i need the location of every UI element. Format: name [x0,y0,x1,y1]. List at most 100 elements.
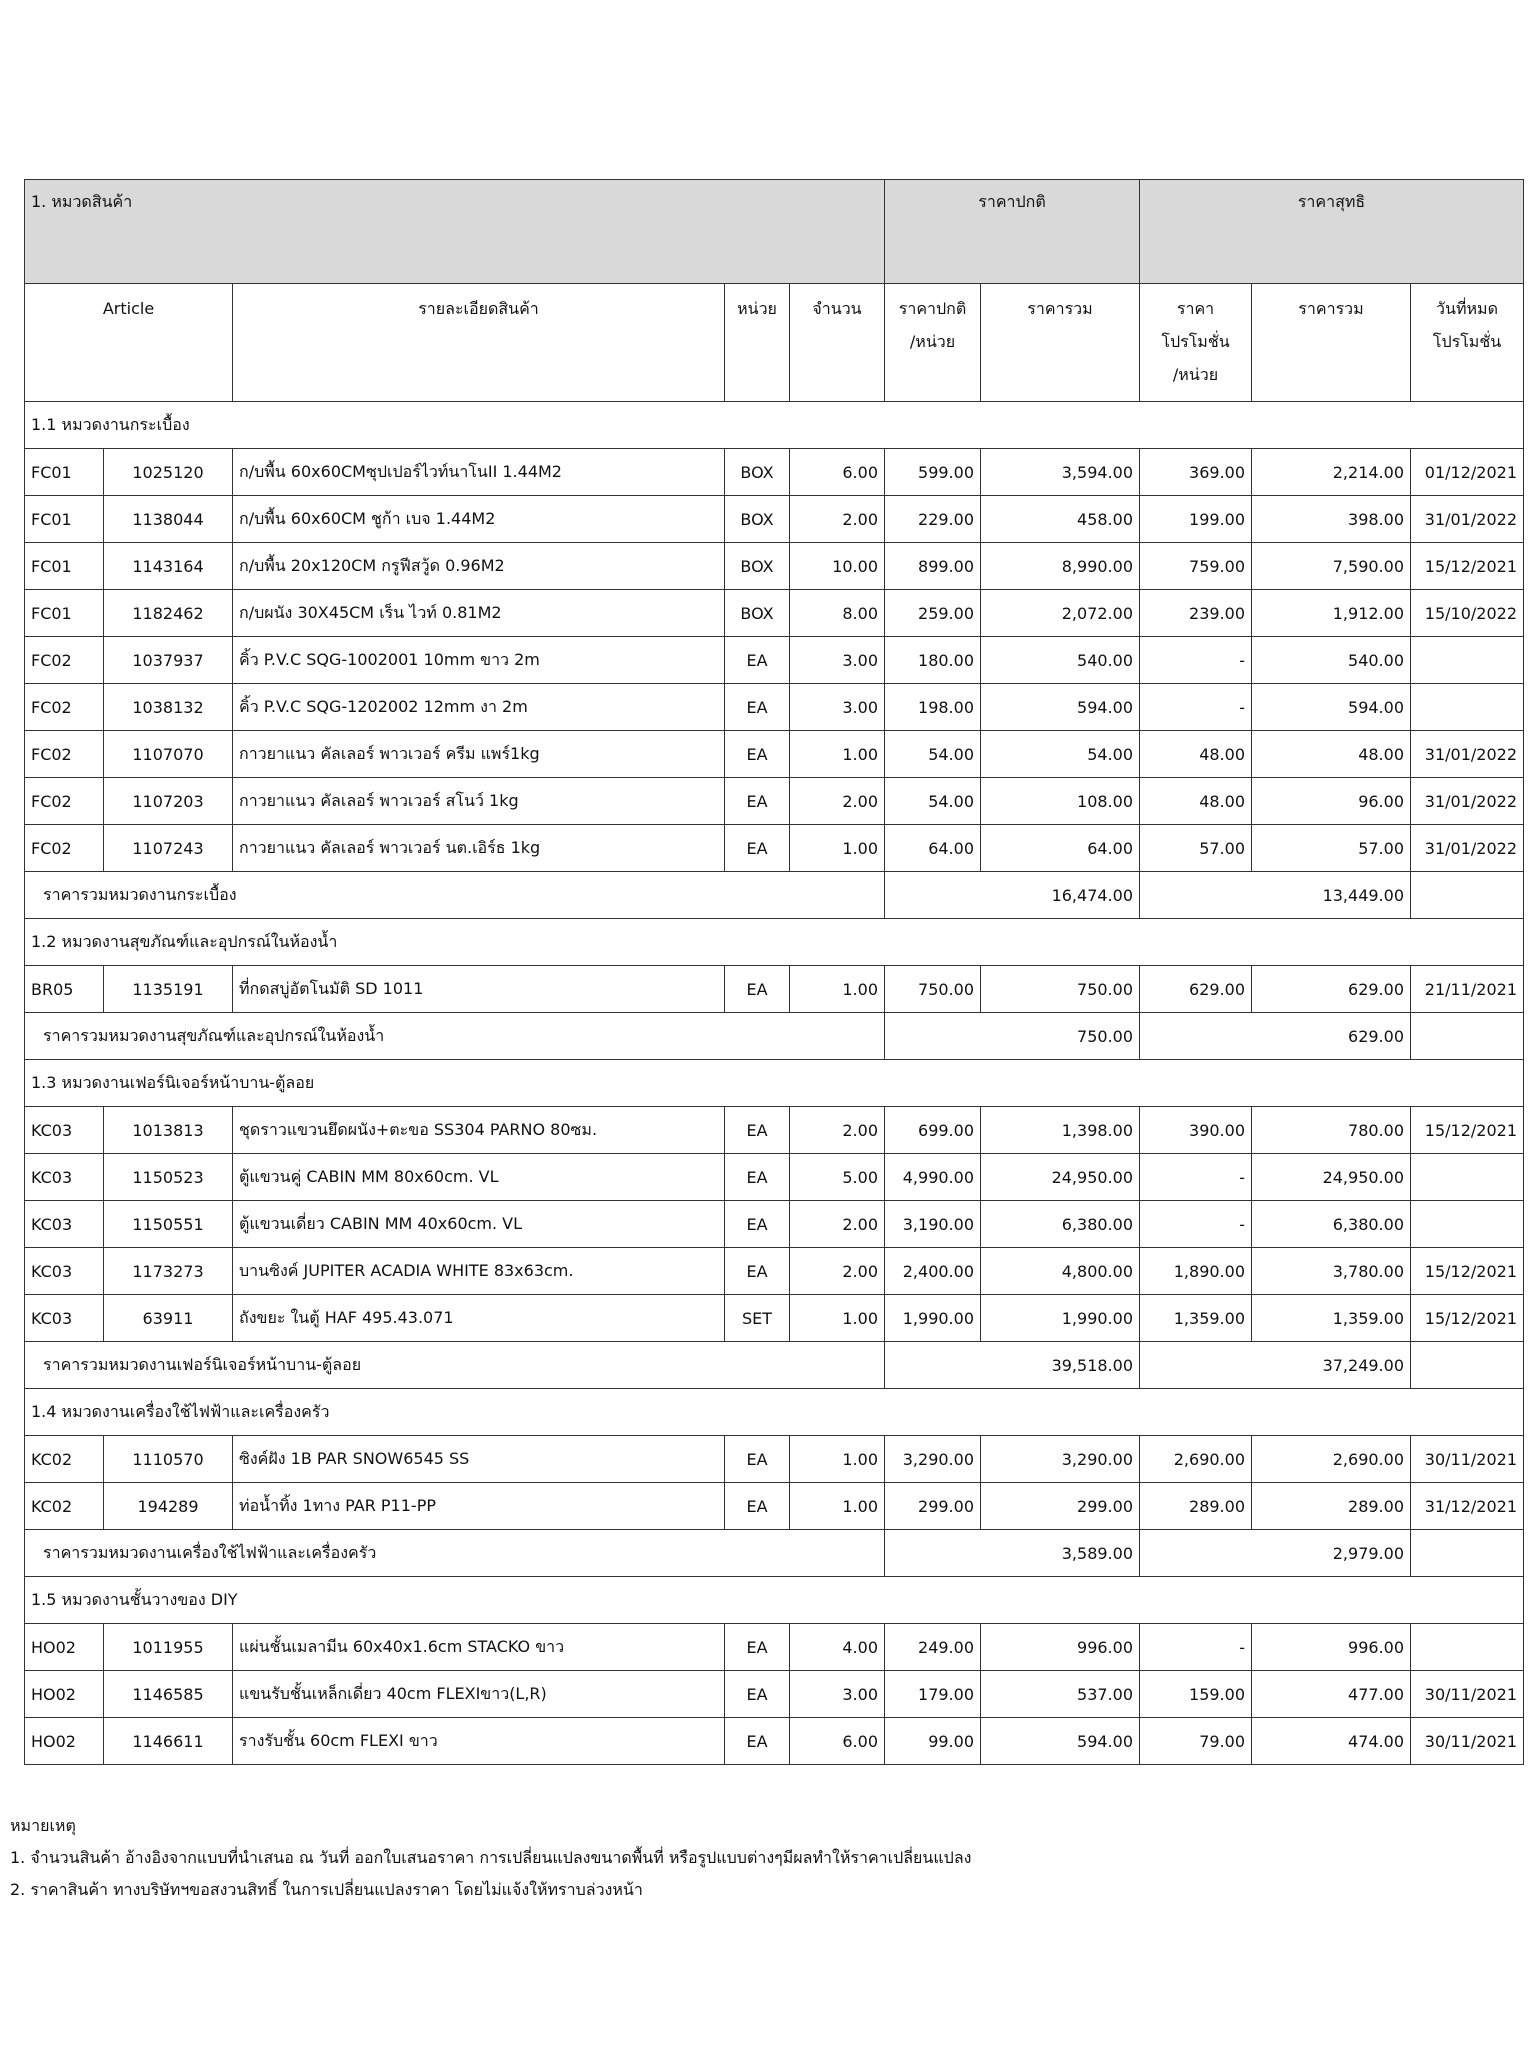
column-header: รายละเอียดสินค้า [232,283,725,402]
column-header: หน่วย [724,283,790,402]
item-cell: 21/11/2021 [1410,965,1524,1013]
item-cell: 299.00 [884,1482,981,1530]
item-cell: 194289 [103,1482,233,1530]
item-cell: 1013813 [103,1106,233,1154]
table-body: 1. หมวดสินค้า ราคาปกติ ราคาสุทธิ Article… [24,179,1524,1765]
item-cell: 179.00 [884,1670,981,1718]
item-cell: 1025120 [103,448,233,496]
item-cell: FC01 [24,589,104,637]
item-cell: 99.00 [884,1717,981,1765]
item-cell: 63911 [103,1294,233,1342]
item-cell: 1.00 [789,965,885,1013]
item-cell: 31/12/2021 [1410,1482,1524,1530]
empty-cell [1410,1341,1524,1389]
item-row: KC03 1150523 ตู้แขวนคู่ CABIN MM 80x60cm. … [24,1153,1524,1201]
item-row: FC01 1143164 ก/บพื้น 20x120CM กรูฟีสวู้ด 0… [24,542,1524,590]
item-cell: 6,380.00 [1251,1200,1411,1248]
item-cell: EA [724,683,790,731]
empty-cell [1410,1012,1524,1060]
note-item: 2. ราคาสินค้า ทางบริษัทฯขอสงวนสิทธิ์ ในก… [10,1880,643,1899]
item-cell: KC03 [24,1294,104,1342]
item-cell: 1.00 [789,1482,885,1530]
item-cell: EA [724,730,790,778]
item-cell: 750.00 [884,965,981,1013]
item-cell: EA [724,1200,790,1248]
item-cell: ถังขยะ ในตู้ HAF 495.43.071 [232,1294,725,1342]
item-cell: 3.00 [789,683,885,731]
item-cell: ก/บพื้น 20x120CM กรูฟีสวู้ด 0.96M2 [232,542,725,590]
item-cell: FC01 [24,495,104,543]
section-row: 1.1 หมวดงานกระเบื้อง [24,401,1524,449]
empty-cell [1410,1529,1524,1577]
section-row: 1.4 หมวดงานเครื่องใช้ไฟฟ้าและเครื่องครัว [24,1388,1524,1436]
regular-price-header: ราคาปกติ [884,179,1140,284]
item-cell: EA [724,824,790,872]
item-cell: คิ้ว P.V.C SQG-1002001 10mm ขาว 2m [232,636,725,684]
column-header: ราคารวม [980,283,1140,402]
item-cell: 1011955 [103,1623,233,1671]
item-cell: 537.00 [980,1670,1140,1718]
item-cell: 996.00 [980,1623,1140,1671]
item-cell: BOX [724,495,790,543]
subtotal-net: 2,979.00 [1139,1529,1411,1577]
subtotal-net: 37,249.00 [1139,1341,1411,1389]
item-cell: 750.00 [980,965,1140,1013]
item-cell: 540.00 [1251,636,1411,684]
section-row: 1.2 หมวดงานสุขภัณฑ์และอุปกรณ์ในห้องน้ำ [24,918,1524,966]
item-cell: 899.00 [884,542,981,590]
item-cell: 31/01/2022 [1410,730,1524,778]
item-cell: EA [724,1670,790,1718]
item-cell: 594.00 [980,1717,1140,1765]
subtotal-label: ราคารวมหมวดงานเฟอร์นิเจอร์หน้าบาน-ตู้ลอย [24,1341,885,1389]
subtotal-net: 629.00 [1139,1012,1411,1060]
item-row: KC03 1173273 บานซิงค์ JUPITER ACADIA WHITE… [24,1247,1524,1295]
item-cell: 24,950.00 [980,1153,1140,1201]
item-cell: 3.00 [789,1670,885,1718]
item-cell: 108.00 [980,777,1140,825]
item-cell: ตู้แขวนเดี่ยว CABIN MM 40x60cm. VL [232,1200,725,1248]
item-cell: 1037937 [103,636,233,684]
item-cell: 458.00 [980,495,1140,543]
item-cell: 2.00 [789,777,885,825]
item-cell: FC02 [24,777,104,825]
item-cell: 1150523 [103,1153,233,1201]
section-title: 1.1 หมวดงานกระเบื้อง [24,401,1524,449]
item-cell: 398.00 [1251,495,1411,543]
item-cell: EA [724,1106,790,1154]
item-cell: EA [724,1623,790,1671]
subtotal-label: ราคารวมหมวดงานสุขภัณฑ์และอุปกรณ์ในห้องน้… [24,1012,885,1060]
item-cell: 57.00 [1251,824,1411,872]
item-row: FC02 1107070 กาวยาแนว คัลเลอร์ พาวเวอร์ คร… [24,730,1524,778]
item-cell: 1,990.00 [980,1294,1140,1342]
item-cell: ซิงค์ฝัง 1B PAR SNOW6545 SS [232,1435,725,1483]
item-cell: 1143164 [103,542,233,590]
item-cell: 2,400.00 [884,1247,981,1295]
item-row: HO02 1011955 แผ่นชั้นเมลามีน 60x40x1.6cm S… [24,1623,1524,1671]
item-cell: FC02 [24,824,104,872]
item-cell: 79.00 [1139,1717,1252,1765]
item-cell: 1.00 [789,824,885,872]
subtotal-label: ราคารวมหมวดงานกระเบื้อง [24,871,885,919]
item-cell: HO02 [24,1623,104,1671]
item-cell: HO02 [24,1717,104,1765]
item-cell: 780.00 [1251,1106,1411,1154]
item-cell: แขนรับชั้นเหล็กเดี่ยว 40cm FLEXIขาว(L,R) [232,1670,725,1718]
item-row: KC03 1150551 ตู้แขวนเดี่ยว CABIN MM 40x60c… [24,1200,1524,1248]
item-cell: KC03 [24,1153,104,1201]
section-title: 1.5 หมวดงานชั้นวางของ DIY [24,1576,1524,1624]
item-cell: 48.00 [1251,730,1411,778]
item-cell: - [1139,1623,1252,1671]
item-cell: 1,990.00 [884,1294,981,1342]
notes: หมายเหตุ 1. จำนวนสินค้า อ้างอิงจากแบบที่น… [10,1810,971,1906]
item-cell: 474.00 [1251,1717,1411,1765]
item-cell: BOX [724,542,790,590]
item-cell: 1,359.00 [1251,1294,1411,1342]
section-title: 1.3 หมวดงานเฟอร์นิเจอร์หน้าบาน-ตู้ลอย [24,1059,1524,1107]
item-cell: EA [724,965,790,1013]
item-cell: 15/10/2022 [1410,589,1524,637]
item-cell: EA [724,1435,790,1483]
item-row: BR05 1135191 ที่กดสบู่อัตโนมัติ SD 1011 EA 1… [24,965,1524,1013]
item-row: HO02 1146585 แขนรับชั้นเหล็กเดี่ยว 40cm FL… [24,1670,1524,1718]
item-cell: 1107203 [103,777,233,825]
